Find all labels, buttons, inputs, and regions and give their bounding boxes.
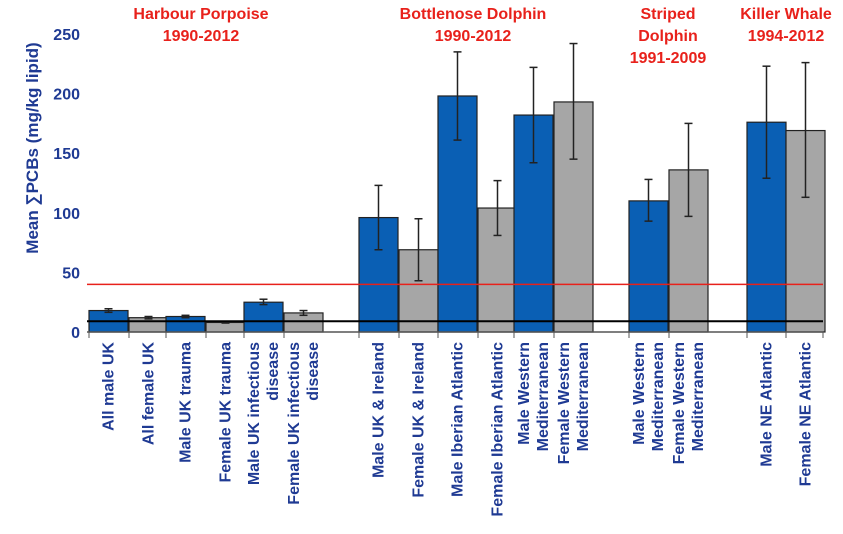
x-tick-label: Mediterranean <box>535 342 552 451</box>
x-tick-label: Female Western <box>671 342 688 464</box>
group-titles: Harbour Porpoise 1990-2012 Bottlenose Dolp… <box>133 6 831 67</box>
group-title: Harbour Porpoise <box>133 6 268 23</box>
x-axis <box>87 331 824 338</box>
group-title: Bottlenose Dolphin <box>400 6 547 23</box>
group-title: 1994-2012 <box>748 28 825 45</box>
x-axis-labels: All male UK All female UK Male UK trauma Fe… <box>101 342 815 517</box>
reference-lines <box>87 283 823 323</box>
bars <box>88 42 826 333</box>
group-title: Striped <box>640 6 695 23</box>
x-tick-label: disease <box>265 342 282 401</box>
x-tick-label: Mediterranean <box>690 342 707 451</box>
y-tick-label: 200 <box>53 87 80 104</box>
bar <box>243 301 284 333</box>
group-title: 1990-2012 <box>163 28 240 45</box>
bar <box>165 315 206 333</box>
x-tick-label: Female Western <box>556 342 573 464</box>
y-axis-ticks: 0 50 100 150 200 250 <box>53 27 80 342</box>
x-tick-label: Male UK & Ireland <box>371 342 388 478</box>
x-tick-label: Male NE Atlantic <box>759 342 776 467</box>
x-tick-label: Female NE Atlantic <box>798 342 815 486</box>
x-tick-label: Mediterranean <box>575 342 592 451</box>
y-tick-label: 250 <box>53 27 80 44</box>
x-tick-label: Female UK infectious <box>286 342 303 505</box>
x-tick-label: Male UK infectious <box>246 342 263 485</box>
x-tick-label: Male Iberian Atlantic <box>450 342 467 497</box>
x-tick-label: Male Western <box>631 342 648 445</box>
x-tick-label: Female UK trauma <box>218 342 235 483</box>
group-title: 1991-2009 <box>630 50 707 67</box>
x-tick-label: Male Western <box>516 342 533 445</box>
x-tick-label: disease <box>305 342 322 401</box>
x-tick-label: Male UK trauma <box>178 342 195 463</box>
x-tick-label: All female UK <box>141 342 158 446</box>
group-title: Dolphin <box>638 28 698 45</box>
y-axis-label: Mean ∑PCBs (mg/kg lipid) <box>23 42 42 253</box>
bar <box>205 321 246 333</box>
y-tick-label: 100 <box>53 206 80 223</box>
group-title: 1990-2012 <box>435 28 512 45</box>
y-tick-label: 0 <box>71 325 80 342</box>
bar <box>628 200 669 333</box>
group-title: Killer Whale <box>740 6 832 23</box>
y-tick-label: 150 <box>53 146 80 163</box>
x-tick-label: Mediterranean <box>650 342 667 451</box>
x-tick-label: All male UK <box>101 342 118 431</box>
y-tick-label: 50 <box>62 265 80 282</box>
x-tick-label: Female UK & Ireland <box>411 342 428 498</box>
x-tick-label: Female Iberian Atlantic <box>490 342 507 517</box>
bar <box>128 317 169 333</box>
